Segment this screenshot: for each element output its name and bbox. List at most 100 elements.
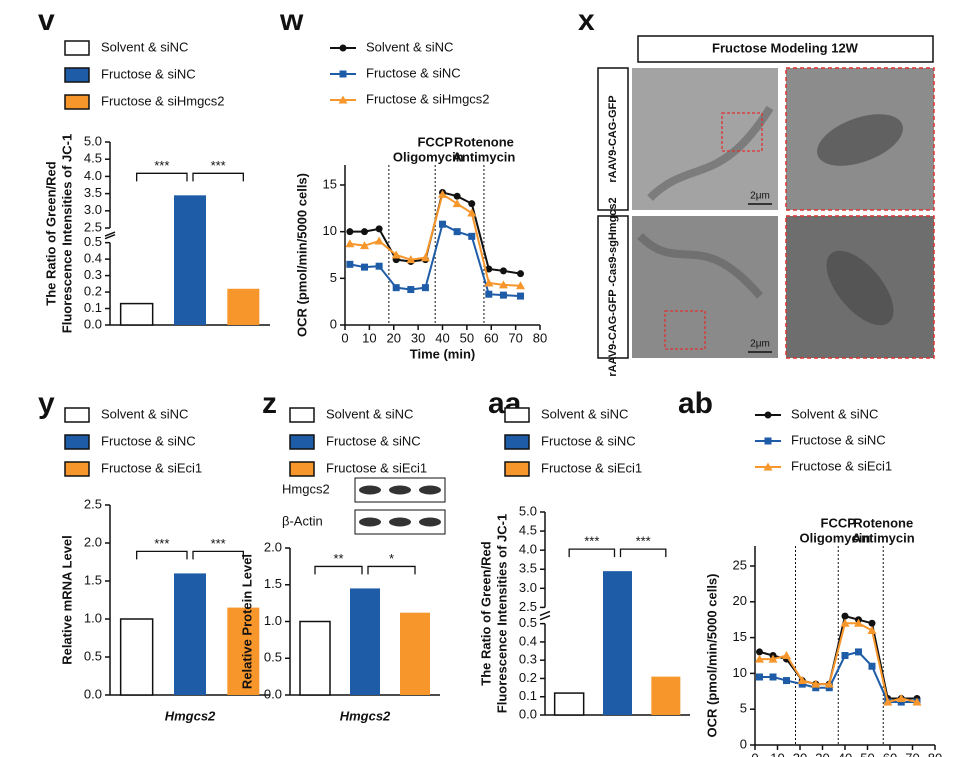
y-tick-label: 15 (733, 629, 747, 644)
micrograph-texture (647, 105, 774, 201)
bar (651, 676, 681, 715)
y-tick-label: 0 (740, 736, 747, 751)
legend-swatch (289, 407, 315, 423)
y-tick-label: 25 (733, 557, 747, 572)
point (453, 192, 461, 200)
y-tick-label: 4.0 (84, 168, 102, 183)
blot-band (359, 517, 381, 527)
x-tick-label: 80 (928, 750, 942, 757)
blot-band (389, 485, 411, 495)
point (783, 677, 790, 685)
legend-label: Fructose & siEci1 (101, 460, 202, 475)
blot-band (419, 517, 441, 527)
x-tick-label: 60 (484, 330, 498, 345)
x-axis-label: Hmgcs2 (340, 708, 391, 723)
point (421, 284, 429, 292)
point (517, 270, 524, 278)
point (868, 662, 876, 670)
panel-letter: v (38, 4, 55, 37)
point (453, 228, 461, 236)
point (798, 680, 806, 688)
phase-label: FCCP (417, 134, 453, 149)
y-tick-label: 0.0 (84, 686, 102, 701)
point (499, 291, 507, 299)
legend-label: Fructose & siEci1 (791, 458, 892, 473)
point (883, 697, 893, 706)
significance-bracket (314, 565, 363, 575)
point (361, 228, 368, 236)
point (375, 262, 383, 270)
legend-swatch (64, 40, 90, 56)
roi-box (721, 112, 763, 152)
legend-label: Fructose & siNC (101, 66, 196, 81)
bar (400, 612, 430, 695)
legend-swatch (504, 434, 530, 450)
point (375, 225, 383, 233)
point (499, 267, 507, 275)
axis-break (539, 610, 551, 621)
legend-label: Solvent & siNC (326, 406, 413, 421)
scale-label: 2μm (750, 339, 770, 350)
y-tick-label: 0.5 (84, 648, 102, 663)
blot-band (419, 485, 441, 495)
legend-label: Fructose & siEci1 (541, 460, 642, 475)
legend-label: Solvent & siNC (366, 39, 453, 54)
bar (227, 607, 260, 695)
y-tick-label: 1.5 (264, 576, 282, 591)
y-tick-label: 10 (323, 223, 337, 238)
point (361, 263, 368, 271)
y-tick-label: 0.0 (519, 706, 537, 721)
significance-bracket (619, 548, 667, 558)
significance-label: ** (333, 551, 343, 566)
point (756, 648, 763, 656)
series-line (349, 192, 521, 287)
y-tick-label: 3.0 (519, 580, 537, 595)
blot-band (359, 485, 381, 495)
y-tick-label: 5.0 (519, 503, 537, 518)
significance-bracket (136, 550, 188, 560)
point (768, 654, 778, 663)
y-tick-label: 0.2 (519, 670, 537, 685)
x-axis-label: Time (min) (410, 346, 476, 361)
y-tick-label: 5 (330, 270, 337, 285)
legend-swatch (64, 67, 90, 83)
significance-label: *** (211, 158, 226, 173)
point (517, 292, 524, 300)
panel-letter: w (279, 4, 304, 37)
y-axis-label: The Ratio of Green/Red (478, 541, 493, 686)
legend-label: Solvent & siNC (541, 406, 628, 421)
x-tick-label: 60 (883, 750, 897, 757)
legend-swatch (504, 461, 530, 477)
axes (754, 546, 935, 746)
header: Fructose Modeling 12W (712, 40, 859, 55)
y-tick-label: 0.0 (84, 316, 102, 331)
legend-swatch (504, 407, 530, 423)
phase-label: Antimycin (852, 530, 915, 545)
point (824, 679, 834, 688)
point (360, 241, 369, 250)
bar (553, 692, 585, 716)
point (338, 95, 348, 104)
y-tick-label: 0.3 (84, 267, 102, 282)
legend-swatch (64, 94, 90, 110)
y-tick-label: 1.0 (84, 610, 102, 625)
y-tick-label: 5 (740, 701, 747, 716)
legend-label: Fructose & siNC (366, 65, 461, 80)
point (841, 612, 849, 620)
row-label: rAAV9-CAG-GFP -Cas9-sgHmgcs2 (607, 197, 619, 376)
y-tick-label: 2.5 (519, 599, 537, 614)
point (339, 44, 347, 52)
y-tick-label: 0.5 (84, 234, 102, 249)
significance-bracket (136, 172, 188, 182)
point (346, 260, 354, 268)
point (868, 619, 876, 627)
x-tick-label: 0 (341, 330, 348, 345)
point (439, 220, 446, 228)
y-axis-label: The Ratio of Green/Red (43, 161, 58, 306)
y-tick-label: 0.5 (264, 650, 282, 665)
point (346, 228, 354, 236)
point (392, 284, 400, 292)
point (468, 200, 476, 208)
y-axis-label: Fluorescence Intensities of JC-1 (494, 514, 509, 713)
